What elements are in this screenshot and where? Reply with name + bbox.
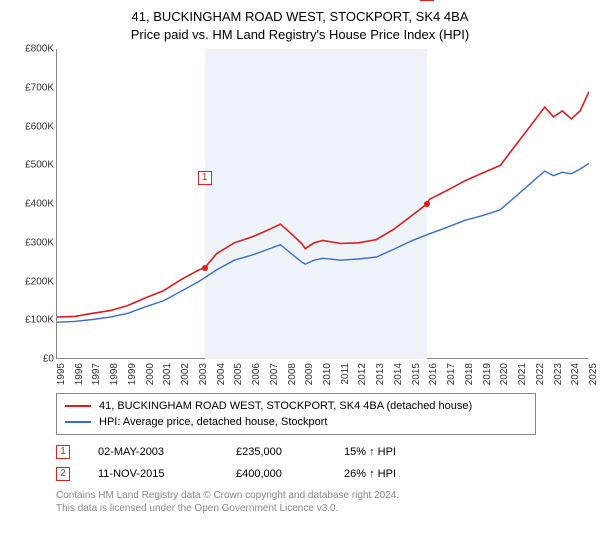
y-tick-label: £700K: [25, 82, 54, 93]
transaction-price: £400,000: [236, 468, 316, 480]
footer-line-1: Contains HM Land Registry data © Crown c…: [56, 489, 588, 502]
chart-area: £0£100K£200K£300K£400K£500K£600K£700K£80…: [12, 49, 588, 389]
x-tick-label: 2011: [340, 363, 351, 385]
plot-region: 12: [56, 49, 588, 359]
title-line-1: 41, BUCKINGHAM ROAD WEST, STOCKPORT, SK4…: [12, 8, 588, 26]
marker-label: 1: [198, 171, 212, 185]
x-tick-label: 2000: [145, 363, 156, 385]
transaction-price: £235,000: [236, 446, 316, 458]
y-tick-label: £800K: [25, 44, 54, 55]
legend-item: HPI: Average price, detached house, Stoc…: [65, 414, 527, 430]
transaction-date: 11-NOV-2015: [98, 468, 208, 480]
line-chart-svg: [57, 49, 589, 359]
transaction-marker: 1: [56, 445, 70, 459]
x-tick-label: 2016: [428, 363, 439, 385]
title-line-2: Price paid vs. HM Land Registry's House …: [12, 26, 588, 44]
x-tick-label: 2012: [357, 363, 368, 385]
y-tick-label: £0: [43, 354, 54, 365]
x-tick-label: 2018: [464, 363, 475, 385]
x-tick-label: 1998: [109, 363, 120, 385]
x-tick-label: 2017: [446, 363, 457, 385]
marker-dot: [424, 201, 430, 207]
x-tick-label: 2001: [162, 363, 173, 385]
x-axis: 1995 1996 1997 1998 1999 2000 2001 2002 2003 2004…: [56, 361, 588, 389]
x-tick-label: 2021: [517, 363, 528, 385]
marker-label: 2: [420, 0, 434, 1]
y-tick-label: £600K: [25, 121, 54, 132]
y-tick-label: £300K: [25, 237, 54, 248]
transaction-table: 1 02-MAY-2003 £235,000 15% ↑ HPI 2 11-NOV-201…: [56, 441, 588, 485]
x-tick-label: 2010: [322, 363, 333, 385]
x-tick-label: 2022: [535, 363, 546, 385]
y-tick-label: £400K: [25, 199, 54, 210]
series-line-property: [57, 92, 589, 318]
footer-line-2: This data is licensed under the Open Gov…: [56, 502, 588, 515]
x-tick-label: 1997: [91, 363, 102, 385]
x-tick-label: 2003: [198, 363, 209, 385]
transaction-row: 1 02-MAY-2003 £235,000 15% ↑ HPI: [56, 441, 588, 463]
marker-dot: [202, 265, 208, 271]
x-tick-label: 2002: [180, 363, 191, 385]
transaction-pct: 15% ↑ HPI: [344, 446, 444, 458]
x-tick-label: 2020: [499, 363, 510, 385]
x-tick-label: 2007: [269, 363, 280, 385]
chart-title: 41, BUCKINGHAM ROAD WEST, STOCKPORT, SK4…: [12, 8, 588, 43]
transaction-marker: 2: [56, 467, 70, 481]
legend-label: HPI: Average price, detached house, Stoc…: [99, 416, 328, 428]
x-tick-label: 2023: [553, 363, 564, 385]
legend-swatch: [65, 421, 91, 423]
y-tick-label: £200K: [25, 276, 54, 287]
y-axis: £0£100K£200K£300K£400K£500K£600K£700K£80…: [12, 49, 56, 359]
x-tick-label: 2008: [287, 363, 298, 385]
y-tick-label: £500K: [25, 160, 54, 171]
transaction-row: 2 11-NOV-2015 £400,000 26% ↑ HPI: [56, 463, 588, 485]
x-tick-label: 2009: [304, 363, 315, 385]
footer-attribution: Contains HM Land Registry data © Crown c…: [56, 489, 588, 515]
transaction-date: 02-MAY-2003: [98, 446, 208, 458]
x-tick-label: 2015: [411, 363, 422, 385]
x-tick-label: 2019: [482, 363, 493, 385]
x-tick-label: 2014: [393, 363, 404, 385]
legend-label: 41, BUCKINGHAM ROAD WEST, STOCKPORT, SK4…: [99, 400, 472, 412]
legend-swatch: [65, 405, 91, 407]
x-tick-label: 2024: [570, 363, 581, 385]
y-tick-label: £100K: [25, 315, 54, 326]
x-tick-label: 1995: [56, 363, 67, 385]
chart-container: 41, BUCKINGHAM ROAD WEST, STOCKPORT, SK4…: [0, 0, 600, 519]
x-tick-label: 2006: [251, 363, 262, 385]
legend-item: 41, BUCKINGHAM ROAD WEST, STOCKPORT, SK4…: [65, 398, 527, 414]
legend-box: 41, BUCKINGHAM ROAD WEST, STOCKPORT, SK4…: [56, 393, 536, 435]
x-tick-label: 2025: [588, 363, 599, 385]
x-tick-label: 2004: [216, 363, 227, 385]
transaction-pct: 26% ↑ HPI: [344, 468, 444, 480]
x-tick-label: 1996: [74, 363, 85, 385]
x-tick-label: 2013: [375, 363, 386, 385]
x-tick-label: 1999: [127, 363, 138, 385]
x-tick-label: 2005: [233, 363, 244, 385]
series-line-hpi: [57, 163, 589, 322]
